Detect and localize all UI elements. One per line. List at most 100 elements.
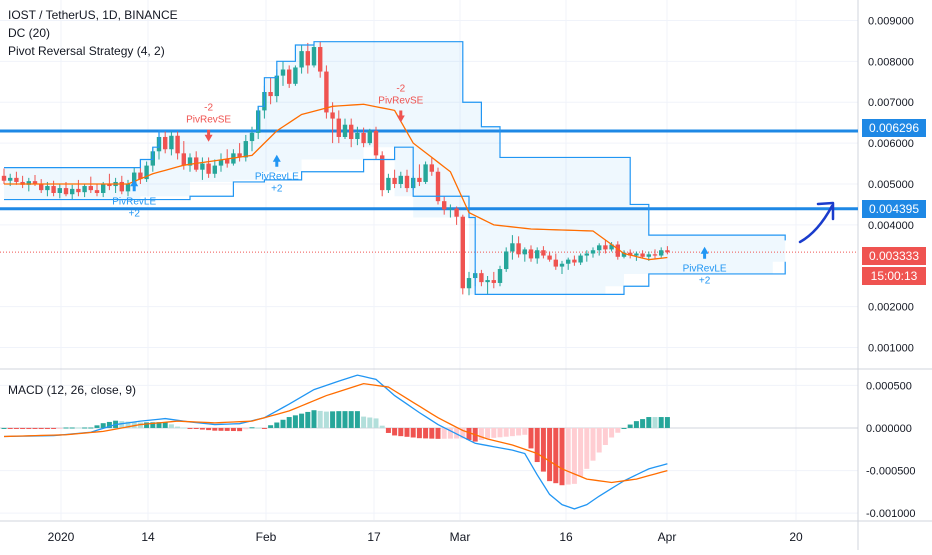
candle-body xyxy=(138,172,143,180)
candle xyxy=(237,143,242,162)
candle-body xyxy=(510,243,515,252)
axes[interactable]: 0.009000 0.008000 0.007000 0.006000 0.005000… xyxy=(48,15,916,544)
macd-histogram-bar xyxy=(565,427,571,485)
candle-body xyxy=(355,132,360,140)
macd-histogram-bar xyxy=(26,427,32,429)
candle-body xyxy=(398,175,403,184)
macd-histogram-bar xyxy=(175,426,181,428)
candle xyxy=(293,65,298,86)
candle xyxy=(163,130,168,154)
candle xyxy=(88,176,93,193)
macd-histogram-bar xyxy=(305,411,311,428)
candle xyxy=(510,235,515,260)
candle-body xyxy=(144,165,149,180)
candle xyxy=(57,184,62,199)
candle xyxy=(528,245,534,262)
candle xyxy=(311,42,317,68)
candle-body xyxy=(541,250,546,256)
macd-histogram-bar xyxy=(361,416,367,428)
time-tick-label: 14 xyxy=(141,530,155,544)
signal-qty: -2 xyxy=(396,83,405,94)
macd-histogram-bar xyxy=(137,422,143,428)
macd-histogram-bar xyxy=(528,427,534,449)
candle xyxy=(460,214,465,295)
strategy-legend[interactable]: Pivot Reversal Strategy (4, 2) xyxy=(8,44,165,58)
macd-histogram-bar xyxy=(206,427,212,431)
macd-histogram-bar xyxy=(243,427,249,430)
candle-body xyxy=(497,269,503,283)
symbol-title[interactable]: IOST / TetherUS, 1D, BINANCE xyxy=(8,8,178,22)
macd-histogram-bar xyxy=(497,427,503,438)
signal-label: PivRevSE xyxy=(186,115,231,126)
macd-histogram-bar xyxy=(547,427,553,482)
candle-body xyxy=(274,75,279,97)
candle-body xyxy=(435,171,441,202)
candle xyxy=(466,271,472,296)
candle xyxy=(349,118,354,148)
candle xyxy=(590,247,596,258)
candle-body xyxy=(305,51,310,66)
macd-histogram-bar xyxy=(119,421,125,428)
time-tick-label: 16 xyxy=(559,530,573,544)
dc-legend[interactable]: DC (20) xyxy=(8,26,51,40)
time-tick-label: Feb xyxy=(256,530,277,544)
signal-arrow-down xyxy=(204,129,213,142)
candle-body xyxy=(101,184,106,193)
macd-histogram-bar xyxy=(224,427,230,431)
macd-histogram-bar xyxy=(94,425,100,428)
signal-qty: +2 xyxy=(699,276,711,287)
candle-body xyxy=(603,245,608,250)
candle xyxy=(597,243,602,256)
candle xyxy=(373,126,379,160)
candle xyxy=(361,127,366,148)
candle-body xyxy=(553,259,558,267)
candle-body xyxy=(665,250,670,253)
hand-drawn-arrow-icon xyxy=(798,201,835,244)
signal-long: PivRevLE+2 xyxy=(255,154,299,195)
macd-histogram-bar xyxy=(199,427,205,430)
price-tick-label: 0.002000 xyxy=(868,302,914,314)
macd-histogram-bar xyxy=(342,411,348,428)
macd-histogram-bar xyxy=(578,427,584,477)
horizontal-lines[interactable] xyxy=(0,129,858,253)
candle xyxy=(609,242,614,252)
candle-body xyxy=(212,165,217,174)
candle xyxy=(243,134,248,162)
macd-histogram-bar xyxy=(317,410,323,428)
candle-body xyxy=(206,163,211,174)
signal-label: PivRevLE xyxy=(255,172,299,183)
donchian-middle-line xyxy=(4,103,668,261)
macd-histogram-bar xyxy=(237,427,243,432)
macd-histogram-bar xyxy=(553,427,559,484)
price-tick-label: 0.004000 xyxy=(868,220,914,232)
candle xyxy=(535,247,540,264)
macd-histogram-bar xyxy=(367,417,373,428)
candle xyxy=(187,153,193,172)
time-tick-label: 2020 xyxy=(48,530,75,544)
candle-body xyxy=(175,135,180,154)
macd-histogram-bar xyxy=(522,427,528,435)
macd-histogram-bar xyxy=(13,427,19,429)
macd-histogram-bar xyxy=(51,427,57,429)
lower-line-price-tag: 0.004395 xyxy=(862,200,926,218)
last-price-tag: 0.003333 xyxy=(862,247,926,265)
candle xyxy=(429,157,434,176)
candle-body xyxy=(26,181,31,185)
candle-body xyxy=(460,216,465,289)
macd-histogram-bar xyxy=(633,421,639,428)
candle xyxy=(584,250,589,262)
time-tick-label: Mar xyxy=(450,530,471,544)
macd-histogram-bar xyxy=(32,427,38,429)
candle-body xyxy=(268,92,273,97)
macd-legend[interactable]: MACD (12, 26, close, 9) xyxy=(8,383,137,397)
macd-histogram-bar xyxy=(423,427,429,439)
candle xyxy=(355,126,360,146)
candle xyxy=(504,247,509,272)
macd-histogram-bar xyxy=(106,421,112,428)
candle-body xyxy=(572,259,577,263)
macd-histogram-bar xyxy=(584,427,590,469)
candle xyxy=(572,255,577,266)
